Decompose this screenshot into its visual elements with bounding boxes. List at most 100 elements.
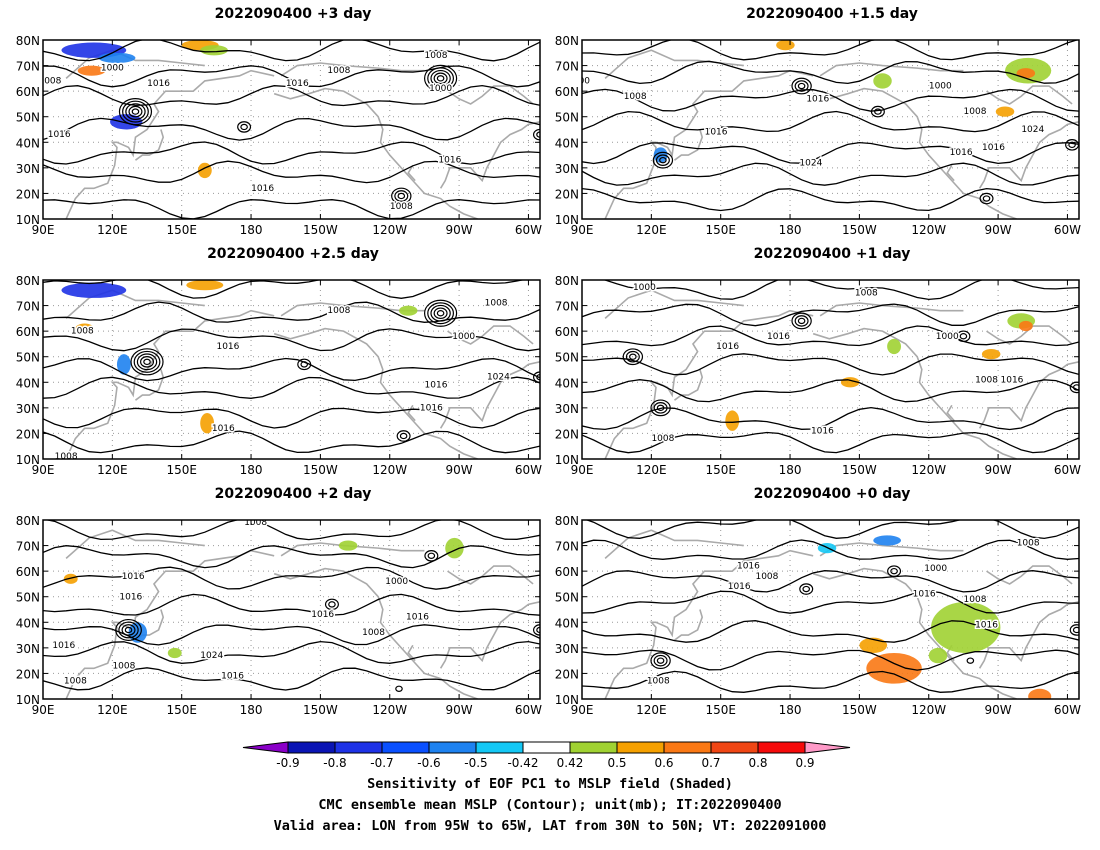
pressure-system — [118, 621, 139, 639]
lat-tick-label: 30N — [16, 402, 40, 416]
coastline — [134, 369, 165, 401]
map-panel-3: 1008 1008 1016 1008 1000 1024 1016 1016 1016 1008… — [16, 274, 542, 477]
contour-label: 1008 — [485, 299, 508, 309]
map-frame — [42, 519, 541, 700]
panel-title-6: 2022090400 +0 day — [753, 486, 911, 502]
colorbar-label: -0.7 — [370, 756, 393, 770]
contour-label: 1016 — [212, 424, 235, 434]
coastline — [447, 85, 534, 105]
contour-label: 1016 — [438, 156, 461, 166]
panel-title-3: 2022090400 +2.5 day — [207, 246, 379, 262]
lat-tick-label: 40N — [16, 136, 40, 150]
lat-tick-label: 20N — [16, 667, 40, 681]
lat-tick-label: 50N — [555, 111, 579, 125]
mslp-contour — [582, 379, 1079, 403]
lon-tick-label: 150W — [842, 223, 877, 237]
mslp-contour — [582, 141, 1079, 165]
colorbar-label: -0.9 — [276, 756, 299, 770]
caption-line-2: CMC ensemble mean MSLP (Contour); unit(m… — [318, 797, 782, 813]
pressure-system — [396, 430, 411, 442]
contour-label: 1000 — [633, 283, 656, 293]
contour-label: 1000 — [101, 64, 124, 74]
coastline — [812, 327, 1017, 459]
lat-tick-label: 50N — [555, 591, 579, 605]
coastline — [280, 62, 425, 77]
contour-label: 1008 — [651, 434, 674, 444]
lat-tick-label: 80N — [555, 34, 579, 48]
lat-tick-label: 20N — [16, 187, 40, 201]
mslp-contour — [582, 60, 1079, 85]
pressure-system — [1069, 624, 1079, 636]
lon-tick-label: 90E — [32, 463, 55, 477]
lon-tick-label: 90W — [985, 463, 1012, 477]
lon-tick-label: 60W — [1054, 703, 1081, 717]
lat-tick-label: 20N — [555, 427, 579, 441]
lat-tick-label: 80N — [555, 514, 579, 528]
pressure-system — [436, 310, 445, 317]
pressure-system — [794, 80, 809, 92]
contour-label: 1016 — [251, 184, 274, 194]
lat-tick-label: 50N — [16, 351, 40, 365]
mslp-contour — [582, 162, 1079, 186]
contour-label: 1024 — [799, 158, 822, 168]
pressure-system — [979, 192, 994, 205]
lat-tick-label: 70N — [16, 540, 40, 554]
lat-tick-label: 70N — [555, 540, 579, 554]
pressure-system — [424, 64, 458, 92]
lat-tick-label: 80N — [16, 274, 40, 288]
contour-label: 1016 — [147, 79, 170, 89]
mslp-contour — [43, 566, 540, 590]
mslp-contour — [43, 65, 540, 88]
colorbar-label: 0.5 — [607, 756, 626, 770]
lat-tick-label: 30N — [555, 162, 579, 176]
sensitivity-shading — [75, 323, 94, 334]
coastline — [673, 129, 704, 161]
lon-tick-label: 90W — [985, 703, 1012, 717]
lon-tick-label: 60W — [515, 703, 542, 717]
coastline — [812, 567, 1017, 699]
sensitivity-shading — [725, 410, 740, 431]
pressure-system — [133, 350, 161, 373]
lon-tick-label: 180 — [779, 703, 802, 717]
lat-tick-label: 50N — [555, 351, 579, 365]
mslp-contour — [43, 667, 540, 691]
pressure-system — [802, 585, 811, 593]
lat-tick-label: 10N — [555, 453, 579, 467]
contour-label: 1008 — [755, 572, 778, 582]
coastline — [65, 289, 205, 319]
pressure-system — [121, 624, 136, 636]
lon-tick-label: 90W — [446, 703, 473, 717]
mslp-contour — [582, 110, 1079, 133]
coastline — [407, 164, 416, 182]
lat-tick-label: 70N — [555, 60, 579, 74]
coastline — [604, 69, 814, 219]
mslp-contour — [43, 357, 540, 382]
coastline — [819, 62, 964, 77]
lon-tick-label: 60W — [515, 463, 542, 477]
contour-label: 1008 — [64, 677, 87, 687]
lon-tick-label: 180 — [240, 703, 263, 717]
colorbar-label: 0.6 — [654, 756, 673, 770]
lon-tick-label: 120W — [911, 463, 946, 477]
sensitivity-shading — [931, 601, 1001, 653]
mslp-contour — [582, 649, 1079, 671]
pressure-system — [797, 317, 806, 325]
sensitivity-shading — [1018, 320, 1033, 332]
lon-tick-label: 120E — [636, 223, 667, 237]
sensitivity-shading — [928, 647, 948, 664]
mslp-contour — [43, 301, 540, 323]
lon-tick-label: 180 — [779, 223, 802, 237]
pressure-system — [887, 565, 902, 577]
lon-tick-label: 60W — [1054, 223, 1081, 237]
sensitivity-shading — [887, 338, 902, 355]
coastline — [604, 289, 744, 319]
colorbar-label: 0.7 — [701, 756, 720, 770]
pressure-system — [297, 358, 312, 371]
caption-line-1: Sensitivity of EOF PC1 to MSLP field (Sh… — [367, 776, 733, 792]
pressure-system — [130, 348, 164, 376]
contour-label: 1016 — [705, 128, 728, 138]
lon-tick-label: 90E — [32, 223, 55, 237]
mslp-contour — [582, 539, 1079, 560]
pressure-system — [797, 82, 806, 90]
